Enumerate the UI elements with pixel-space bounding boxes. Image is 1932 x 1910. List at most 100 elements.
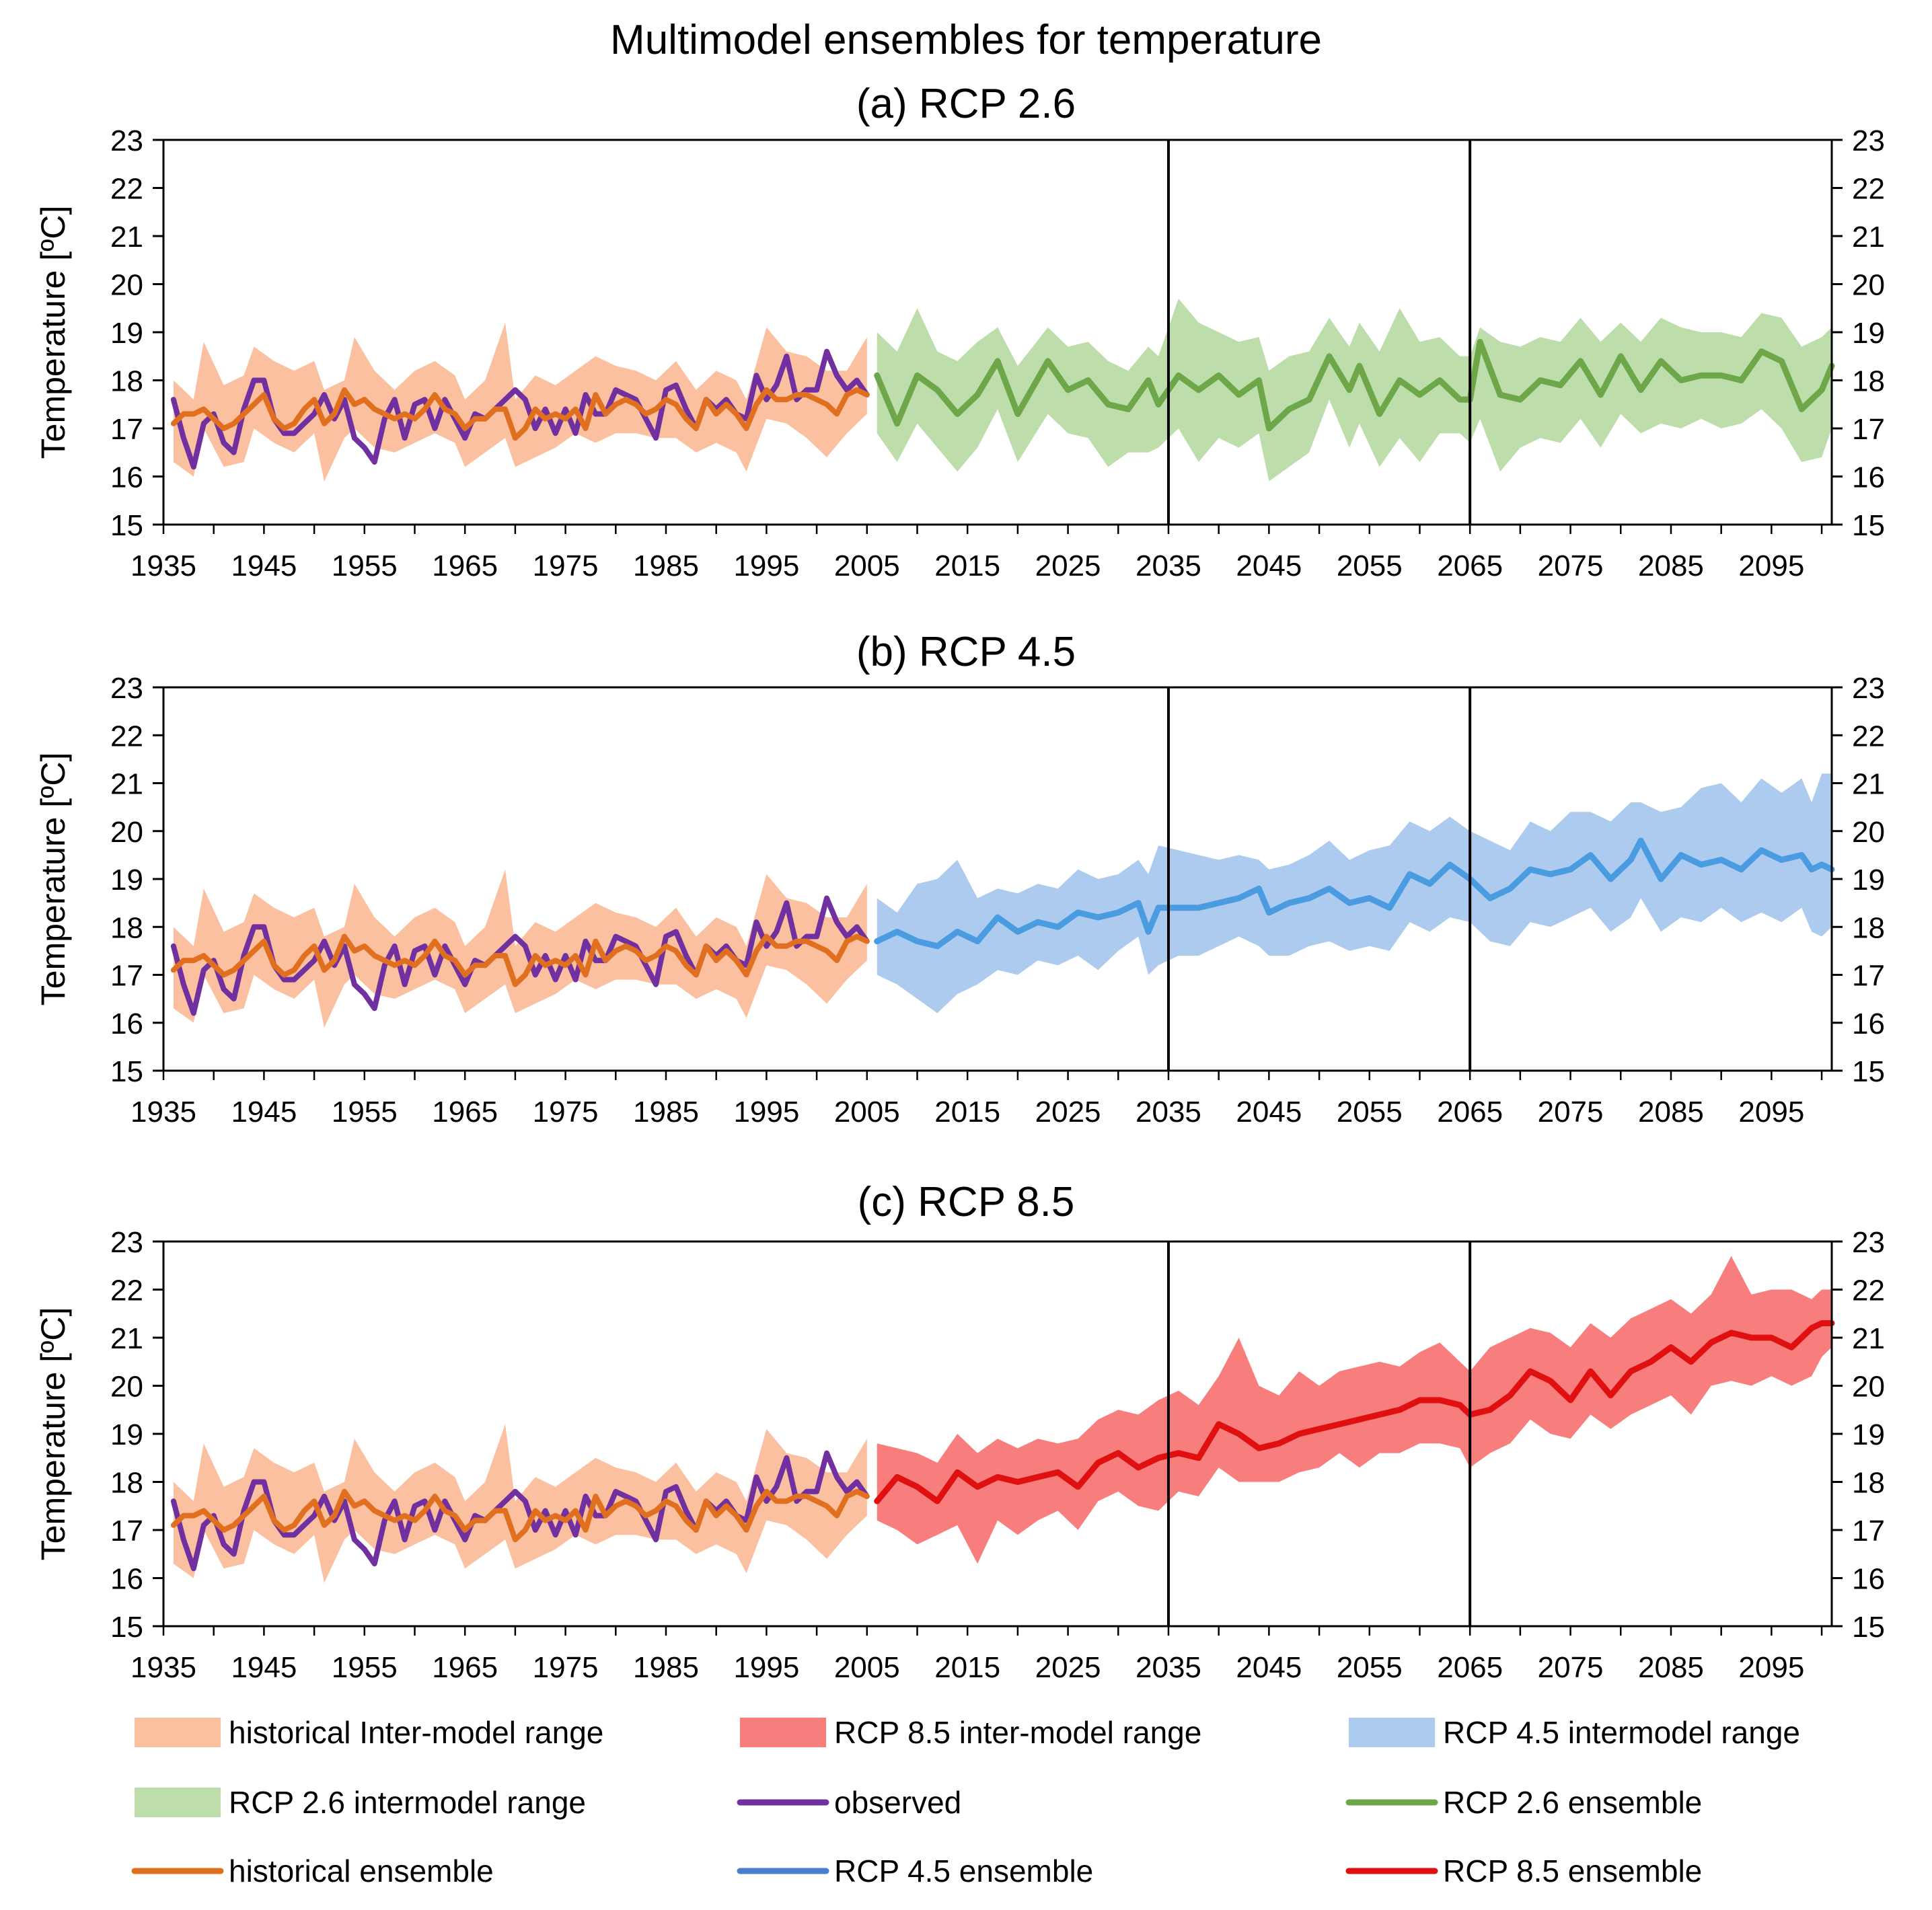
x-tick-label: 1935 — [131, 1651, 196, 1684]
x-tick-label: 2095 — [1738, 1096, 1804, 1129]
rcp45-ensemble-line — [874, 837, 1835, 950]
x-tick-label: 2055 — [1337, 1651, 1403, 1684]
y-tick-label: 15 — [110, 509, 143, 542]
y-tick-label-right: 19 — [1852, 317, 1885, 350]
rcp26-ensemble-line — [874, 338, 1835, 432]
historical-range-area — [173, 322, 867, 482]
x-tick-label: 1965 — [432, 1096, 498, 1129]
legend-item: RCP 2.6 intermodel range — [135, 1785, 586, 1820]
y-tick-label: 22 — [110, 720, 143, 753]
historical-ensemble-line — [170, 1488, 870, 1543]
legend-label: RCP 4.5 intermodel range — [1443, 1715, 1800, 1750]
x-tick-label: 1995 — [733, 1651, 799, 1684]
y-tick-label: 15 — [110, 1611, 143, 1644]
x-tick-label: 2065 — [1437, 1096, 1503, 1129]
y-tick-label: 16 — [110, 461, 143, 494]
y-axis-title: Temperature [ºC] — [34, 206, 72, 459]
y-tick-label-right: 21 — [1852, 1322, 1885, 1355]
y-axis-title: Temperature [ºC] — [34, 1307, 72, 1561]
x-tick-label: 2005 — [834, 549, 900, 582]
y-tick-label-right: 20 — [1852, 816, 1885, 849]
y-tick-label-right: 22 — [1852, 720, 1885, 753]
y-tick-label-right: 16 — [1852, 461, 1885, 494]
legend-label: RCP 4.5 ensemble — [834, 1854, 1093, 1888]
y-tick-label-right: 16 — [1852, 1563, 1885, 1596]
x-tick-label: 2075 — [1538, 1651, 1604, 1684]
legend-item: historical Inter-model range — [135, 1715, 603, 1750]
observed-line — [170, 1450, 870, 1572]
y-tick-label: 15 — [110, 1055, 143, 1088]
panel-rcp45: (b) RCP 4.5 15 15 16 16 17 17 18 18 19 19 20 20 21 21 2… — [34, 629, 1885, 1129]
y-axis-title: Temperature [ºC] — [34, 753, 72, 1006]
legend-item: historical ensemble — [131, 1854, 494, 1888]
y-tick-label: 20 — [110, 269, 143, 302]
y-tick-label: 16 — [110, 1563, 143, 1596]
x-tick-label: 2055 — [1337, 549, 1403, 582]
x-tick-label: 2045 — [1236, 549, 1302, 582]
historical-range-area — [173, 869, 867, 1028]
y-tick-label: 23 — [110, 124, 143, 157]
x-tick-label: 1995 — [733, 549, 799, 582]
y-tick-label: 17 — [110, 413, 143, 446]
y-tick-label-right: 18 — [1852, 911, 1885, 944]
legend-item: RCP 8.5 inter-model range — [740, 1715, 1201, 1750]
x-tick-label: 1995 — [733, 1096, 799, 1129]
panel-title: (a) RCP 2.6 — [856, 81, 1076, 127]
x-tick-label: 1985 — [633, 549, 699, 582]
panel-title: (b) RCP 4.5 — [856, 629, 1076, 675]
observed-line — [170, 895, 870, 1016]
legend-swatch — [1349, 1718, 1435, 1747]
y-tick-label-right: 16 — [1852, 1007, 1885, 1040]
x-tick-label: 2055 — [1337, 1096, 1403, 1129]
y-tick-label-right: 18 — [1852, 1467, 1885, 1500]
x-tick-label: 1945 — [231, 549, 297, 582]
x-tick-label: 2065 — [1437, 549, 1503, 582]
legend-label: RCP 8.5 inter-model range — [834, 1715, 1201, 1750]
panel-rcp26: (a) RCP 2.6 15 15 16 16 17 17 18 18 19 19 20 20 21 21 2… — [34, 81, 1885, 582]
y-tick-label-right: 20 — [1852, 269, 1885, 302]
y-tick-label-right: 23 — [1852, 672, 1885, 705]
x-tick-label: 1975 — [533, 1651, 599, 1684]
y-tick-label: 22 — [110, 1274, 143, 1307]
y-tick-label-right: 23 — [1852, 1226, 1885, 1259]
y-tick-label-right: 18 — [1852, 365, 1885, 398]
y-tick-label: 18 — [110, 365, 143, 398]
y-tick-label: 22 — [110, 173, 143, 206]
x-tick-label: 2005 — [834, 1651, 900, 1684]
legend-item: RCP 8.5 ensemble — [1345, 1854, 1702, 1888]
rcp45-range-area — [877, 773, 1832, 1014]
x-tick-label: 2025 — [1035, 549, 1101, 582]
legend-label: historical ensemble — [229, 1854, 494, 1888]
x-tick-label: 1975 — [533, 549, 599, 582]
panels: (a) RCP 2.6 15 15 16 16 17 17 18 18 19 19 20 20 21 21 2… — [34, 81, 1885, 1684]
y-tick-label-right: 19 — [1852, 864, 1885, 896]
x-tick-label: 2035 — [1136, 549, 1201, 582]
y-tick-label-right: 20 — [1852, 1371, 1885, 1404]
legend: historical Inter-model range RCP 8.5 inte… — [131, 1715, 1800, 1888]
panel-rcp85: (c) RCP 8.5 15 15 16 16 17 17 18 18 19 19 20 20 21 21 2… — [34, 1179, 1885, 1684]
x-tick-label: 2095 — [1738, 549, 1804, 582]
y-tick-label: 16 — [110, 1007, 143, 1040]
y-tick-label: 17 — [110, 1515, 143, 1548]
x-tick-label: 2035 — [1136, 1096, 1201, 1129]
y-tick-label-right: 22 — [1852, 173, 1885, 206]
y-tick-label-right: 23 — [1852, 124, 1885, 157]
x-tick-label: 2085 — [1638, 1651, 1704, 1684]
y-tick-label: 18 — [110, 1467, 143, 1500]
chart-title: Multimodel ensembles for temperature — [610, 17, 1322, 63]
legend-item: RCP 4.5 intermodel range — [1349, 1715, 1800, 1750]
y-tick-label: 20 — [110, 816, 143, 849]
rcp85-ensemble-line — [874, 1320, 1835, 1504]
y-tick-label-right: 15 — [1852, 1611, 1885, 1644]
rcp26-range-area — [877, 299, 1832, 482]
legend-label: observed — [834, 1785, 961, 1820]
legend-label: historical Inter-model range — [229, 1715, 603, 1750]
y-tick-label: 21 — [110, 221, 143, 254]
legend-swatch — [135, 1718, 221, 1747]
x-tick-label: 1985 — [633, 1651, 699, 1684]
x-tick-label: 1955 — [332, 549, 398, 582]
x-tick-label: 2075 — [1538, 1096, 1604, 1129]
x-tick-label: 1955 — [332, 1096, 398, 1129]
y-tick-label-right: 21 — [1852, 768, 1885, 801]
